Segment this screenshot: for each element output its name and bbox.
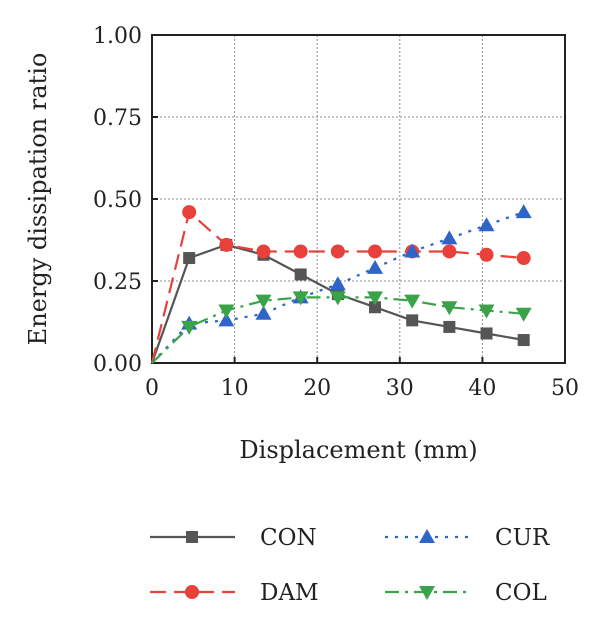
data-point-col xyxy=(255,294,272,309)
data-point-cur xyxy=(367,259,384,274)
data-point-cur xyxy=(329,276,346,291)
data-point-cur xyxy=(515,204,532,219)
axis-ticks: 0 10 20 30 40 50 0.00 0.25 0.50 0.75 1.00 xyxy=(93,24,579,401)
data-point-dam xyxy=(219,237,234,252)
data-point-cur xyxy=(218,312,235,327)
x-tick-label: 50 xyxy=(551,376,579,401)
y-tick-label: 1.00 xyxy=(93,24,142,49)
data-point-dam xyxy=(442,244,457,259)
data-point-col xyxy=(404,294,421,309)
legend-label-dam: DAM xyxy=(260,580,319,606)
data-point-cur xyxy=(404,243,421,258)
legend-item-dam: DAM xyxy=(150,580,319,606)
legend-item-col: COL xyxy=(385,580,547,606)
data-point-dam xyxy=(330,244,345,259)
legend-label-con: CON xyxy=(260,525,317,551)
data-point-col xyxy=(441,301,458,316)
series-dam xyxy=(150,205,531,364)
legend-label-col: COL xyxy=(495,580,547,606)
data-point-cur xyxy=(255,305,272,320)
data-point-con xyxy=(294,268,307,281)
data-point-dam xyxy=(368,244,383,259)
x-tick-label: 30 xyxy=(386,376,414,401)
data-point-con xyxy=(183,252,196,265)
grid xyxy=(152,35,565,363)
data-point-con xyxy=(443,320,456,333)
y-tick-label: 0.50 xyxy=(93,188,142,213)
data-point-dam xyxy=(516,251,531,266)
legend-item-cur: CUR xyxy=(385,525,550,551)
data-point-dam xyxy=(293,244,308,259)
data-point-con xyxy=(406,314,419,327)
data-point-dam xyxy=(256,244,271,259)
data-point-cur xyxy=(441,230,458,245)
x-tick-label: 10 xyxy=(221,376,249,401)
data-point-col xyxy=(515,307,532,322)
legend: CON CUR DAM COL xyxy=(150,525,550,606)
data-point-col xyxy=(329,291,346,306)
data-point-col xyxy=(478,304,495,319)
data-point-dam xyxy=(479,247,494,262)
x-tick-label: 40 xyxy=(468,376,496,401)
series-cur xyxy=(151,204,532,364)
legend-marker-con xyxy=(186,531,198,543)
x-tick-label: 0 xyxy=(145,376,159,401)
x-tick-label: 20 xyxy=(303,376,331,401)
data-point-cur xyxy=(478,217,495,232)
data-point-col xyxy=(292,291,309,306)
data-point-col xyxy=(181,320,198,335)
data-point-col xyxy=(218,304,235,319)
data-point-dam xyxy=(182,205,197,220)
legend-marker-dam xyxy=(185,585,199,599)
data-point-con xyxy=(517,334,530,347)
y-tick-label: 0.00 xyxy=(93,352,142,377)
legend-item-con: CON xyxy=(150,525,317,551)
data-point-col xyxy=(367,291,384,306)
x-axis-title: Displacement (mm) xyxy=(239,436,477,464)
legend-label-cur: CUR xyxy=(495,525,550,551)
legend-marker-col xyxy=(419,586,435,600)
series-group xyxy=(150,204,532,364)
y-axis-title: Energy dissipation ratio xyxy=(24,53,52,346)
legend-marker-cur xyxy=(419,529,435,543)
data-point-con xyxy=(369,301,382,314)
y-tick-label: 0.75 xyxy=(93,106,142,131)
y-tick-label: 0.25 xyxy=(93,270,142,295)
data-point-con xyxy=(480,327,493,340)
series-col xyxy=(151,291,532,364)
